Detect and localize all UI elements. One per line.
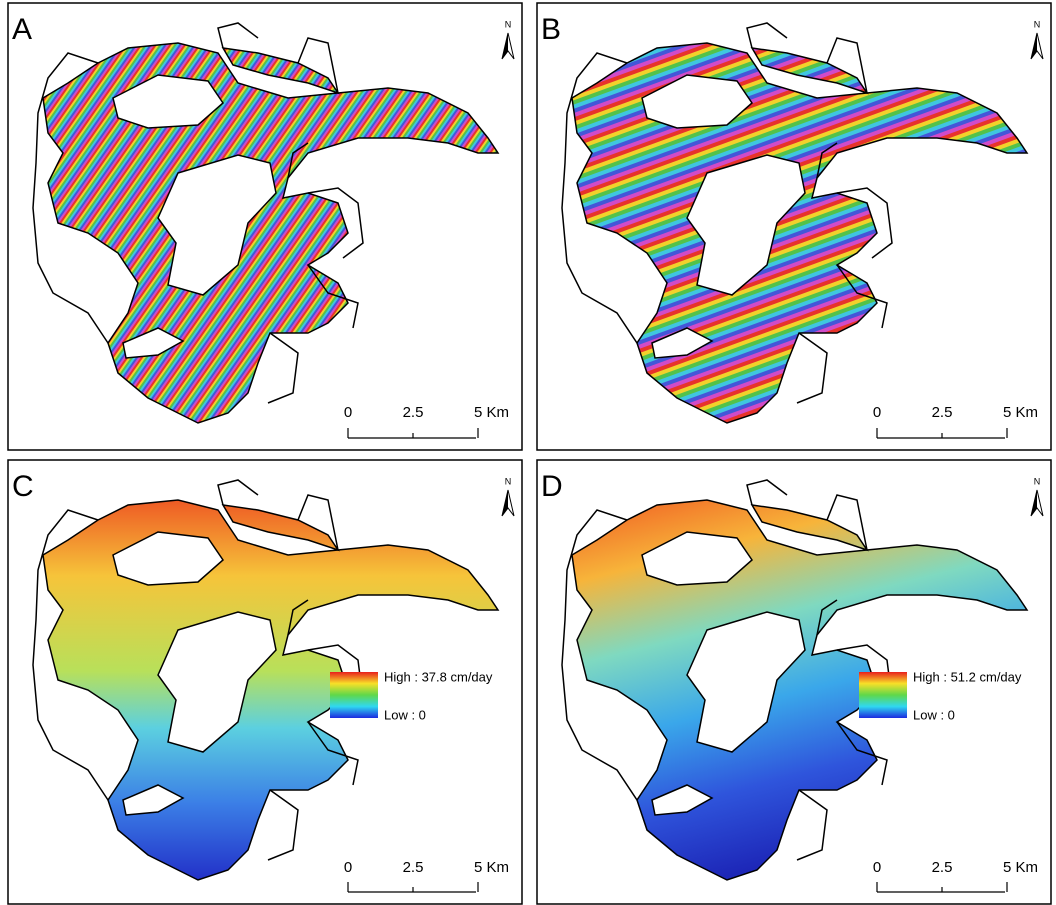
panel-label: D	[541, 470, 563, 503]
north-arrow-half	[1031, 33, 1037, 59]
scale-label: 5 Km	[1003, 859, 1038, 876]
panel-border	[536, 459, 1052, 905]
north-arrow-half	[1031, 490, 1037, 516]
map-panel: D N 0 2.5 5 Km High : 51.2 cm/day Low : 0	[536, 459, 1052, 905]
scale-label: 5 Km	[1003, 404, 1038, 421]
glacier-area	[42, 499, 499, 881]
map-panel: A N 0 2.5 5 Km	[7, 2, 523, 451]
glacier-area	[571, 499, 1028, 881]
legend-ramp	[859, 672, 907, 718]
map-panel: C N 0 2.5 5 Km High : 37.8 cm/day Low : 0	[7, 459, 523, 905]
north-arrow-half	[502, 33, 508, 59]
panel-border	[7, 459, 523, 905]
north-arrow-half	[502, 490, 508, 516]
scale-label: 0	[344, 404, 352, 421]
scale-label: 5 Km	[474, 404, 509, 421]
scale-label: 2.5	[932, 859, 953, 876]
glacier-area	[42, 42, 499, 424]
scale-label: 0	[344, 859, 352, 876]
panel-border	[7, 2, 523, 451]
north-label: N	[505, 19, 512, 29]
legend-high: High : 51.2 cm/day	[913, 669, 1022, 684]
scale-label: 2.5	[403, 859, 424, 876]
legend-low: Low : 0	[384, 707, 426, 722]
scale-label: 2.5	[932, 404, 953, 421]
scale-label: 2.5	[403, 404, 424, 421]
legend-low: Low : 0	[913, 707, 955, 722]
north-label: N	[1034, 19, 1041, 29]
legend-high: High : 37.8 cm/day	[384, 669, 493, 684]
legend-ramp	[330, 672, 378, 718]
panel-label: C	[12, 470, 34, 503]
map-panel: B N 0 2.5 5 Km	[536, 2, 1052, 451]
panel-label: A	[12, 13, 32, 46]
north-label: N	[505, 476, 512, 486]
north-label: N	[1034, 476, 1041, 486]
scale-label: 5 Km	[474, 859, 509, 876]
scale-label: 0	[873, 404, 881, 421]
panel-border	[536, 2, 1052, 451]
panel-label: B	[541, 13, 561, 46]
glacier-area	[571, 42, 1028, 424]
scale-label: 0	[873, 859, 881, 876]
